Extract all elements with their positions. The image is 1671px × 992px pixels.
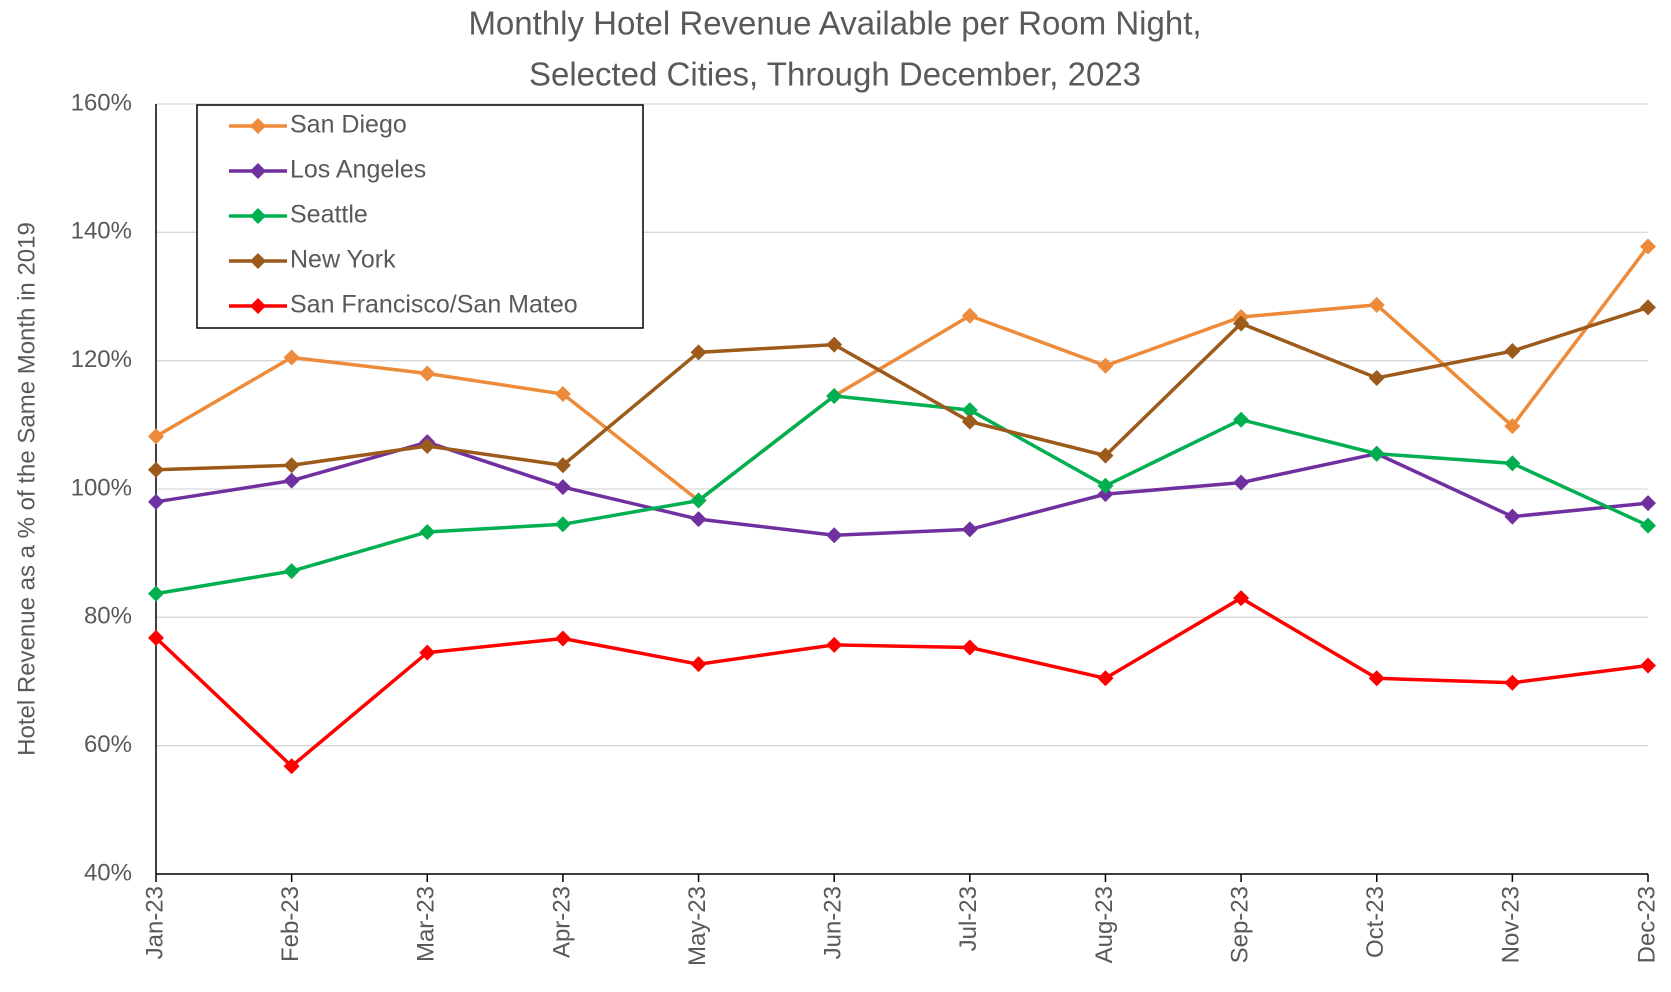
y-tick-label: 60%	[84, 731, 132, 758]
data-point	[1233, 590, 1250, 607]
legend-label: Seattle	[290, 201, 368, 229]
x-tick-label: Nov-23	[1498, 886, 1525, 963]
series-line	[155, 245, 1650, 503]
data-point	[1504, 343, 1521, 360]
data-point	[554, 630, 571, 647]
data-point	[148, 428, 164, 445]
data-point	[826, 336, 843, 353]
data-point	[1640, 299, 1656, 316]
data-point	[554, 386, 571, 403]
data-point	[554, 479, 571, 496]
data-point	[1233, 474, 1250, 491]
x-tick-label: Oct-23	[1362, 886, 1389, 958]
data-point	[283, 457, 300, 474]
data-point	[690, 344, 707, 361]
data-point	[148, 461, 164, 478]
data-point	[961, 307, 978, 324]
x-tick-label: Dec-23	[1633, 886, 1660, 963]
data-point	[1233, 411, 1250, 428]
y-tick-label: 80%	[84, 603, 132, 630]
legend-marker	[250, 253, 266, 269]
data-point	[1097, 486, 1114, 503]
y-tick-label: 100%	[71, 474, 132, 501]
data-point	[826, 387, 843, 404]
data-point	[690, 511, 707, 528]
series-line	[155, 394, 1649, 596]
series-line	[154, 596, 1649, 769]
data-point	[148, 629, 164, 646]
legend-label: San Diego	[290, 111, 407, 139]
legend-marker	[250, 298, 266, 314]
x-tick-label: Aug-23	[1091, 886, 1118, 963]
data-point	[1504, 674, 1521, 691]
y-axis-label: Hotel Revenue as a % of the Same Month i…	[13, 222, 40, 756]
data-point	[1504, 455, 1521, 472]
x-tick-label: May-23	[684, 886, 711, 966]
data-point	[1097, 447, 1114, 464]
y-tick-label: 140%	[71, 218, 132, 245]
legend-label: New York	[290, 246, 396, 274]
data-point	[283, 472, 300, 489]
x-tick-label: Feb-23	[277, 886, 304, 962]
data-point	[826, 527, 843, 544]
data-point	[1368, 670, 1385, 687]
data-point	[554, 516, 571, 533]
legend-marker	[250, 118, 266, 134]
data-point	[690, 656, 707, 673]
data-point	[961, 413, 978, 430]
data-point	[148, 585, 164, 602]
data-point	[1504, 508, 1521, 525]
legend-label: San Francisco/San Mateo	[290, 291, 578, 319]
data-point	[283, 349, 300, 366]
data-point	[961, 402, 978, 419]
data-point	[1640, 495, 1656, 512]
x-tick-label: Sep-23	[1226, 886, 1253, 963]
data-point	[961, 639, 978, 656]
legend-marker	[250, 163, 266, 179]
data-point	[419, 523, 436, 540]
data-point	[826, 636, 843, 653]
data-point	[1640, 517, 1656, 534]
data-point	[148, 493, 164, 510]
chart-title: Monthly Hotel Revenue Available per Room…	[468, 5, 1201, 42]
x-tick-label: Jul-23	[955, 886, 982, 951]
data-point	[1368, 296, 1385, 313]
data-point	[1504, 418, 1521, 435]
data-point	[1097, 357, 1114, 374]
data-point	[1640, 238, 1656, 255]
data-point	[1368, 369, 1385, 386]
data-point	[419, 438, 436, 455]
data-point	[419, 365, 436, 382]
data-point	[690, 492, 707, 509]
y-tick-label: 120%	[71, 346, 132, 373]
x-tick-label: Jan-23	[141, 886, 168, 959]
data-point	[961, 521, 978, 538]
x-tick-label: Apr-23	[548, 886, 575, 958]
x-tick-label: Mar-23	[413, 886, 440, 962]
legend-label: Los Angeles	[290, 156, 426, 184]
data-point	[283, 758, 300, 775]
data-point	[1097, 670, 1114, 687]
legend-marker	[250, 208, 266, 224]
data-point	[419, 644, 436, 661]
y-tick-label: 160%	[71, 89, 132, 116]
data-point	[554, 457, 571, 474]
data-point	[283, 563, 300, 580]
y-tick-label: 40%	[84, 859, 132, 886]
data-point	[1097, 477, 1114, 494]
data-point	[1640, 657, 1656, 674]
data-point	[1233, 315, 1250, 332]
chart-title: Selected Cities, Through December, 2023	[529, 56, 1141, 93]
data-point	[1368, 445, 1385, 462]
series-line	[155, 305, 1649, 472]
x-tick-label: Jun-23	[820, 886, 847, 959]
